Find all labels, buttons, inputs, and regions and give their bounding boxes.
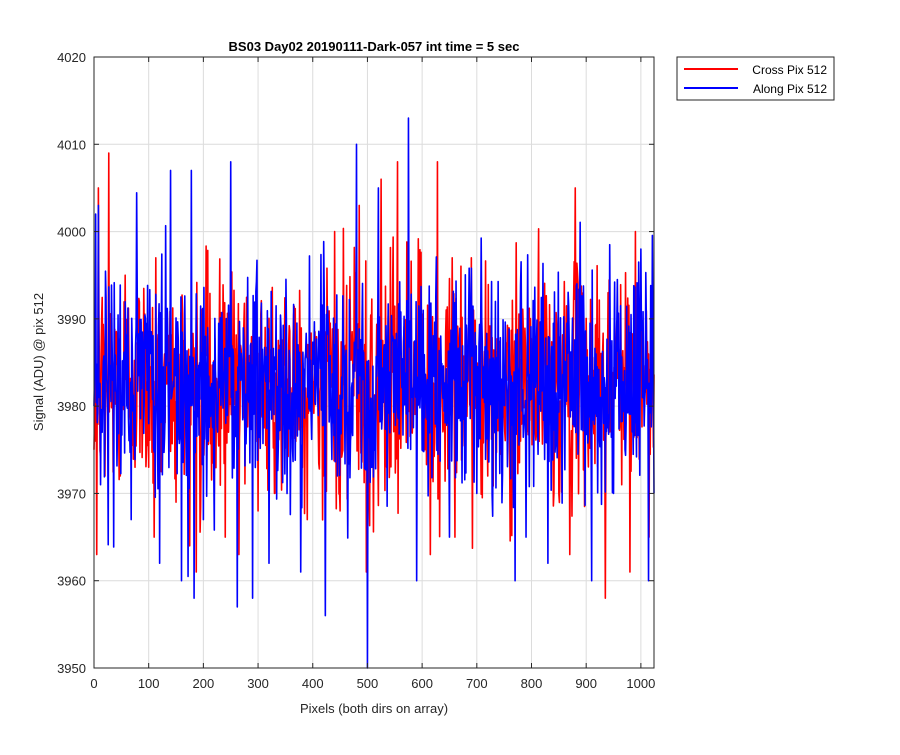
y-tick-label: 4010 xyxy=(57,137,86,152)
ticks: 0 100 200 300 400 500 600 700 800 900 1000 3950 3960… xyxy=(57,50,655,691)
legend-box xyxy=(676,56,835,101)
legend-label-along: Along Pix 512 xyxy=(753,82,827,96)
y-tick-label: 4020 xyxy=(57,50,86,65)
axes-frame xyxy=(93,56,655,669)
legend: Cross Pix 512 Along Pix 512 xyxy=(676,56,835,101)
y-axis-label: Signal (ADU) @ pix 512 xyxy=(31,293,46,431)
legend-label-cross: Cross Pix 512 xyxy=(752,63,827,77)
y-tick-label: 3970 xyxy=(57,486,86,501)
x-tick-label: 500 xyxy=(357,676,379,691)
x-tick-label: 600 xyxy=(411,676,433,691)
x-tick-label: 0 xyxy=(90,676,97,691)
y-tick-label: 3980 xyxy=(57,399,86,414)
x-tick-label: 100 xyxy=(138,676,160,691)
chart-title: BS03 Day02 20190111-Dark-057 int time = … xyxy=(229,39,520,54)
x-tick-label: 900 xyxy=(575,676,597,691)
x-tick-label: 400 xyxy=(302,676,324,691)
x-tick-label: 1000 xyxy=(626,676,655,691)
x-tick-label: 700 xyxy=(466,676,488,691)
y-tick-label: 3990 xyxy=(57,312,86,327)
y-tick-label: 3950 xyxy=(57,661,86,676)
x-tick-label: 300 xyxy=(247,676,269,691)
x-axis-label: Pixels (both dirs on array) xyxy=(300,701,448,716)
x-tick-label: 200 xyxy=(193,676,215,691)
y-tick-label: 3960 xyxy=(57,574,86,589)
series-line-along-pix-512 xyxy=(93,117,655,669)
series-layer xyxy=(93,117,655,669)
y-tick-label: 4000 xyxy=(57,225,86,240)
x-tick-label: 800 xyxy=(521,676,543,691)
